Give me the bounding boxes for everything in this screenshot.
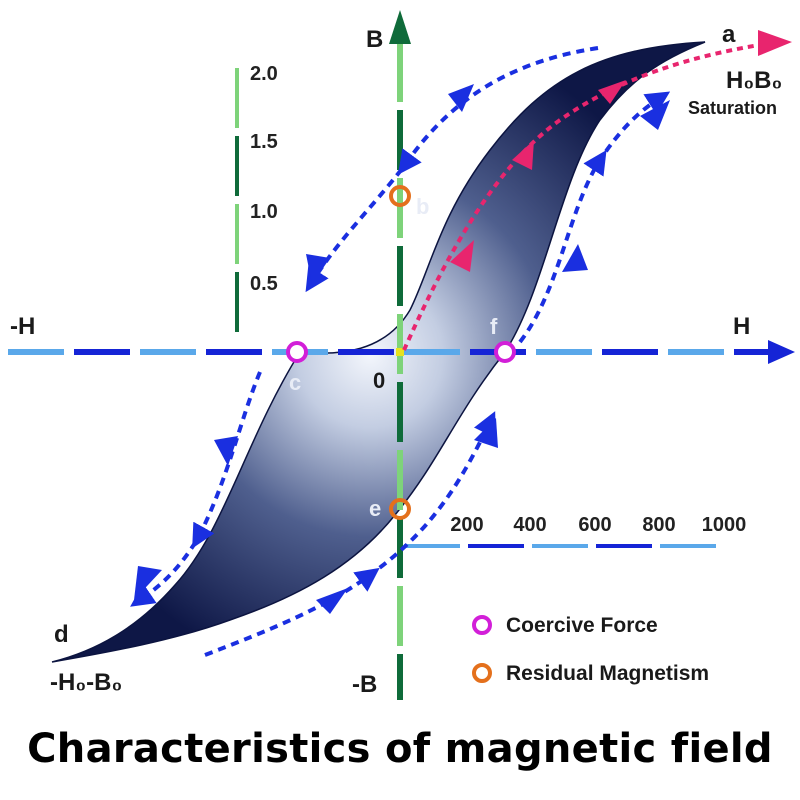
path-arrow-left <box>130 371 262 607</box>
point-d-sublabel: -H₀-B₀ <box>50 669 122 696</box>
initial-magnetization-curve <box>402 40 779 351</box>
residual-marker-b <box>389 185 411 207</box>
arrowhead <box>214 436 238 466</box>
point-b-label: b <box>416 194 429 219</box>
b-tick-label: 0.5 <box>250 273 278 295</box>
b-tick-label: 2.0 <box>250 63 278 85</box>
h-tick-label: 600 <box>578 514 611 536</box>
arrowhead <box>306 254 330 284</box>
h-tick-label: 400 <box>513 514 546 536</box>
legend-residual-label: Residual Magnetism <box>506 662 709 685</box>
pink-arrowhead <box>512 140 534 170</box>
path-arrow-right <box>518 91 671 344</box>
legend-coercive-swatch <box>472 615 492 635</box>
neg-b-axis-label: -B <box>352 671 377 698</box>
point-f-label: f <box>490 314 498 339</box>
point-e-label: e <box>369 496 381 521</box>
coercive-marker-f <box>494 341 516 363</box>
h-axis <box>8 340 795 364</box>
origin-label: 0 <box>373 368 385 393</box>
h-tick-label: 1000 <box>702 514 747 536</box>
b-tick-label: 1.5 <box>250 131 278 153</box>
neg-h-axis-label: -H <box>10 313 35 340</box>
arrowhead <box>134 566 162 600</box>
legend-residual-swatch <box>472 663 492 683</box>
caption: Characteristics of magnetic field <box>27 726 773 772</box>
b-axis-label: B <box>366 26 383 53</box>
coercive-marker-c <box>286 341 308 363</box>
h-tick-label: 800 <box>642 514 675 536</box>
pink-arrowhead <box>758 30 792 56</box>
point-a-label: a <box>722 21 736 48</box>
arrowhead <box>474 418 498 448</box>
residual-marker-e <box>389 498 411 520</box>
b-tick-label: 1.0 <box>250 201 278 223</box>
saturation-label: Saturation <box>688 98 777 118</box>
h-tick-label: 200 <box>450 514 483 536</box>
h-axis-label: H <box>733 313 750 340</box>
h-axis-arrow <box>768 340 795 364</box>
point-d-label: d <box>54 621 69 648</box>
arrowhead <box>448 84 474 112</box>
arrowhead <box>316 588 348 614</box>
b-axis-arrow <box>389 10 411 44</box>
pink-arrowhead <box>598 80 626 104</box>
point-a-sublabel: H₀B₀ <box>726 67 782 94</box>
point-c-label: c <box>289 370 301 395</box>
legend-coercive-label: Coercive Force <box>506 614 658 637</box>
path-arrow-top <box>305 46 599 293</box>
arrowhead <box>640 100 670 130</box>
arrowhead <box>562 244 588 272</box>
pink-arrowhead <box>450 240 474 272</box>
legend: Coercive Force Residual Magnetism <box>472 614 709 685</box>
path-arrow-bottom <box>204 411 496 657</box>
origin-marker <box>396 348 404 356</box>
